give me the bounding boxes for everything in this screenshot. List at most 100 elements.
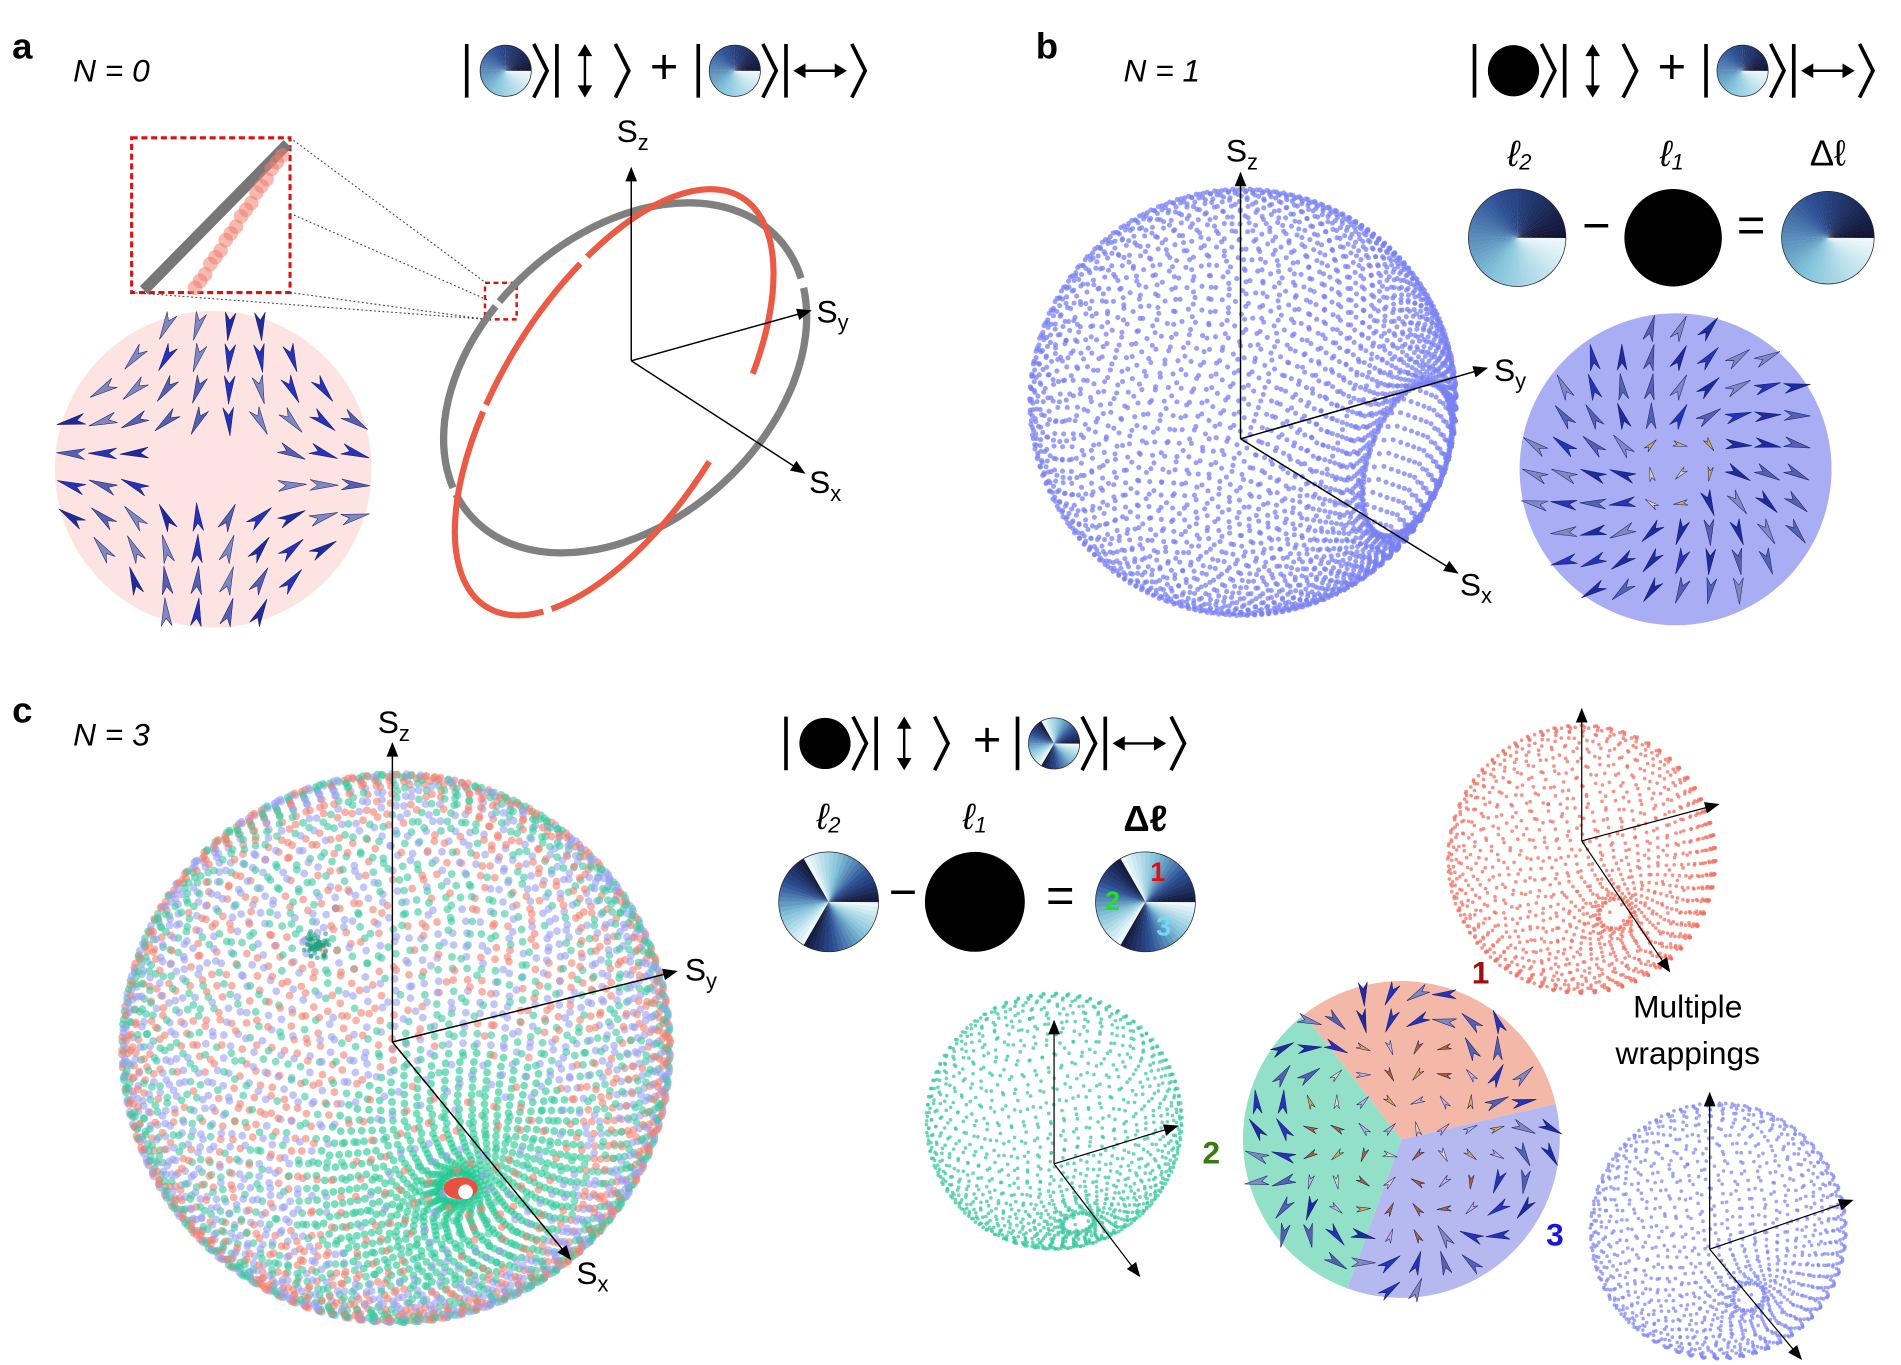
- sphere-dot: [1235, 356, 1241, 362]
- sphere-dot: [1214, 262, 1220, 269]
- sphere-dot: [1268, 350, 1274, 356]
- disc-wedge: [1800, 237, 1828, 278]
- disc-wedge: [1054, 743, 1065, 768]
- disc-wedge: [1112, 861, 1146, 902]
- sphere-dot: [1199, 333, 1206, 339]
- sphere-dot: [1302, 244, 1308, 250]
- sphere-dot: [1348, 437, 1354, 443]
- sphere-dot: [1152, 272, 1159, 278]
- sphere-dot: [1175, 583, 1182, 589]
- poincare-sphere: [1027, 186, 1459, 619]
- sphere-dot: [1071, 287, 1077, 293]
- sphere-dot: [1335, 440, 1341, 446]
- sphere-dot: [1259, 231, 1265, 237]
- sphere-dot: [1142, 579, 1148, 586]
- disc-wedge: [505, 70, 530, 84]
- sphere-dot: [1115, 277, 1121, 284]
- sphere-dot: [1068, 468, 1074, 474]
- sphere-dot: [1275, 536, 1281, 542]
- sphere-dot: [1329, 246, 1335, 252]
- disc-wedge: [1036, 722, 1055, 744]
- sphere-dot: [368, 1126, 377, 1135]
- disc-wedge: [505, 68, 532, 71]
- sphere-dot: [1271, 344, 1278, 350]
- sphere-dot: [1423, 419, 1429, 425]
- sphere-dot: [1120, 492, 1126, 498]
- sphere-dot: [527, 1107, 535, 1116]
- sphere-dot: [336, 1111, 345, 1120]
- field-arrow: [193, 311, 207, 341]
- sphere-dot: [1421, 296, 1427, 302]
- sphere-dot: [1415, 334, 1421, 340]
- disc-wedge: [1808, 237, 1828, 282]
- sphere-dot: [1274, 490, 1280, 496]
- sphere-dot: [1145, 537, 1151, 543]
- disc-wedge: [1793, 203, 1828, 238]
- sphere-dot: [1206, 592, 1212, 598]
- sphere-dot: [1330, 312, 1336, 318]
- sphere-dot: [1315, 547, 1321, 553]
- disc-wedge: [1827, 237, 1852, 281]
- disc-wedge: [828, 901, 834, 952]
- sphere-dot: [1277, 563, 1283, 569]
- sphere-dot: [1164, 320, 1170, 326]
- sphere-dot: [1189, 238, 1195, 244]
- sphere-dot: [1064, 404, 1070, 411]
- sphere-dot: [1330, 526, 1336, 532]
- sphere-dot: [1129, 376, 1135, 382]
- sphere-dot: [1380, 343, 1387, 349]
- sphere-dot: [1277, 191, 1283, 197]
- disc-wedge: [1488, 237, 1518, 280]
- disc-wedge: [1729, 70, 1743, 95]
- disc-wedge: [734, 48, 750, 71]
- sphere-dot: [1059, 509, 1065, 515]
- sphere-dot: [1186, 524, 1192, 530]
- sphere-dot: [1225, 214, 1231, 220]
- field-arrow: [88, 479, 118, 496]
- sphere-dot: [1390, 437, 1396, 443]
- sphere-dot: [1401, 264, 1407, 270]
- sphere-dot: [1407, 280, 1413, 287]
- disc-edge: [708, 44, 761, 97]
- disc-wedge: [828, 854, 850, 902]
- sphere-dot: [1344, 421, 1350, 427]
- disc-wedge: [505, 60, 531, 71]
- sphere-dot: [1317, 570, 1323, 576]
- sphere-dot: [1149, 567, 1155, 573]
- sphere-dot: [1157, 262, 1163, 268]
- sphere-dot: [495, 1080, 504, 1088]
- sphere-dot: [1330, 384, 1336, 390]
- sphere-dot: [1282, 600, 1288, 606]
- sphere-dot: [1169, 599, 1175, 605]
- sphere-dot: [1121, 305, 1127, 311]
- sphere-dot: [1404, 272, 1410, 278]
- sphere-dot: [1390, 482, 1396, 488]
- disc-wedge: [505, 70, 531, 79]
- sphere-dot: [1090, 489, 1096, 495]
- sphere-dot: [329, 1187, 338, 1196]
- sphere-dot: [1169, 264, 1176, 270]
- sphere-dot: [1064, 285, 1070, 291]
- sphere-dot: [1056, 487, 1062, 494]
- sphere-dot: [1094, 536, 1101, 542]
- sphere-dot: [1160, 225, 1166, 231]
- sphere-dot: [1297, 499, 1303, 505]
- disc-wedge: [1145, 901, 1171, 948]
- sphere-dot: [1226, 494, 1232, 500]
- sphere-dot: [1078, 484, 1085, 490]
- sphere-dot: [1412, 459, 1418, 465]
- sphere-dot: [1265, 587, 1271, 593]
- disc-wedge: [505, 53, 527, 71]
- sphere-dot: [1217, 421, 1223, 427]
- sphere-dot: [1389, 262, 1395, 268]
- sphere-dot: [1133, 341, 1139, 347]
- disc-wedge: [1723, 70, 1743, 90]
- disc-wedge: [1517, 237, 1562, 263]
- sphere-dot: [1188, 358, 1194, 364]
- disc-wedge: [1827, 237, 1843, 284]
- sphere-dot: [1109, 250, 1115, 256]
- disc-wedge: [709, 70, 735, 74]
- disc-wedge: [1732, 70, 1743, 96]
- sphere-dot: [1213, 459, 1219, 466]
- sphere-dot: [1036, 342, 1042, 348]
